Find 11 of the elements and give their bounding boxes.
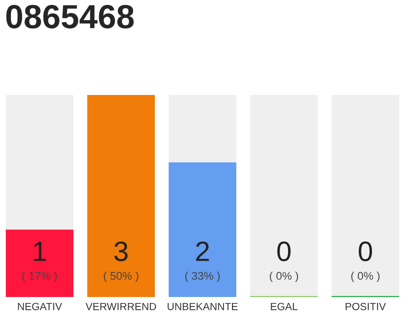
x-tick-label: POSITIV (346, 302, 386, 310)
data-label: 3 ( 50% ) (104, 242, 138, 282)
data-label: 2 ( 33% ) (185, 242, 220, 282)
chart-title: 0865468 (6, 4, 134, 28)
x-tick-label: EGAL (270, 302, 298, 310)
x-tick-label: NEGATIV (18, 302, 62, 310)
x-tick-label: UNBEKANNTE (168, 302, 238, 310)
data-label: 0 ( 0% ) (351, 242, 380, 282)
x-tick-label: VERWIRREND (86, 302, 156, 310)
data-label: 0 ( 0% ) (270, 242, 298, 282)
data-label: 1 ( 17% ) (22, 242, 57, 282)
